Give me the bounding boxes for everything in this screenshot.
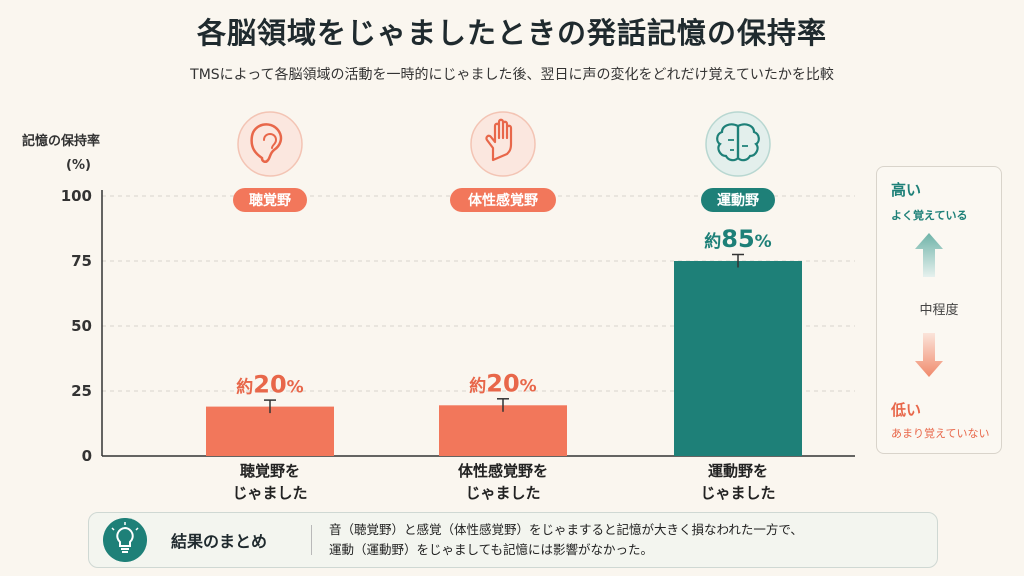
ear-icon (250, 123, 283, 163)
summary-box: 結果のまとめ 音（聴覚野）と感覚（体性感覚野）をじゃますると記憶が大きく損なわれ… (88, 512, 938, 568)
summary-text: 音（聴覚野）と感覚（体性感覚野）をじゃますると記憶が大きく損なわれた一方で、 運… (329, 520, 803, 560)
x-tick-label: じゃました (700, 484, 775, 502)
brain-left-icon (716, 123, 740, 162)
region-tag-label: 体性感覚野 (468, 192, 538, 209)
legend-high-sub: よく覚えている (891, 209, 968, 222)
legend-box: 高い よく覚えている 中程度 低い あまり覚えていない (876, 166, 1002, 454)
x-tick-label: 聴覚野を (240, 462, 300, 480)
y-axis-label: 記憶の保持率 (%) (22, 130, 142, 178)
data-label: 約20% (236, 371, 303, 399)
legend-low-sub: あまり覚えていない (891, 427, 990, 440)
hand-icon (485, 118, 513, 162)
y-tick-label: 25 (71, 382, 92, 400)
summary-title: 結果のまとめ (171, 532, 268, 551)
region-tag-label: 聴覚野 (249, 192, 291, 209)
region-tag (701, 188, 775, 212)
y-tick-label: 75 (71, 252, 92, 270)
summary-line1: 音（聴覚野）と感覚（体性感覚野）をじゃますると記憶が大きく損なわれた一方で、 (329, 522, 803, 537)
legend-mid: 中程度 (919, 303, 959, 318)
y-axis-unit: (%) (66, 158, 91, 173)
bar (674, 261, 802, 456)
y-axis-label-line1: 記憶の保持率 (22, 134, 101, 149)
legend-high: 高い (891, 181, 922, 199)
ear-icon-badge (237, 111, 303, 177)
x-tick-label: じゃました (465, 484, 540, 502)
lightbulb-icon (103, 518, 147, 562)
arrow-up-icon (915, 233, 943, 277)
region-tag (233, 188, 307, 212)
data-label: 約20% (469, 369, 536, 397)
bar (206, 406, 334, 456)
region-tag-label: 運動野 (717, 192, 759, 209)
ear-inner (263, 133, 278, 149)
bar (439, 405, 567, 456)
region-tag (450, 188, 556, 212)
data-label: 約85% (704, 225, 771, 253)
arrow-down-icon (915, 333, 943, 377)
chart-subtitle: TMSによって各脳領域の活動を一時的にじゃました後、翌日に声の変化をどれだけ覚え… (190, 67, 834, 83)
summary-line2: 運動（運動野）をじゃましても記憶には影響がなかった。 (329, 542, 654, 557)
brain-right-icon (736, 123, 760, 162)
chart-title: 各脳領域をじゃましたときの発話記憶の保持率 (196, 16, 827, 50)
hand-icon-badge (470, 111, 536, 177)
y-tick-label: 50 (71, 317, 92, 335)
x-tick-label: 運動野を (708, 462, 768, 480)
summary-divider (311, 525, 312, 555)
y-tick-label: 100 (61, 187, 92, 205)
brain-detail (728, 139, 748, 151)
x-tick-label: じゃました (232, 484, 307, 502)
x-tick-label: 体性感覚野を (458, 462, 548, 480)
y-tick-label: 0 (82, 447, 92, 465)
legend-low: 低い (891, 401, 922, 419)
